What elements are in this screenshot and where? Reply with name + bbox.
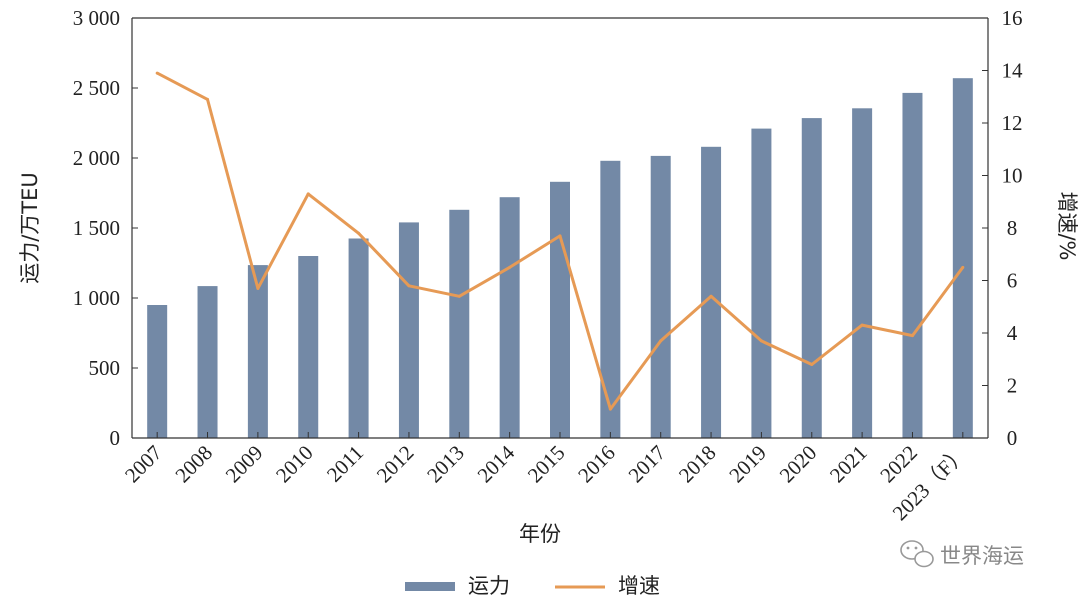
line-point: [457, 294, 461, 298]
line-point: [961, 265, 965, 269]
y-tick-label: 2 500: [73, 76, 120, 100]
x-tick-label: 2016: [573, 441, 620, 488]
bar-series: [147, 78, 973, 439]
watermark: 世界海运: [900, 540, 1024, 568]
bar: [398, 222, 419, 438]
line-point: [407, 284, 411, 288]
bar: [550, 181, 570, 439]
y2-tick-label: 12: [1002, 111, 1023, 135]
line-point: [558, 234, 562, 238]
x-tick-label: 2013: [422, 441, 469, 488]
bar: [852, 108, 873, 439]
bar: [701, 146, 722, 439]
y-tick-label: 1 000: [73, 286, 120, 310]
bar: [902, 92, 923, 439]
line-point: [910, 334, 914, 338]
legend-label-bar: 运力: [468, 574, 510, 598]
legend-label-line: 增速: [618, 574, 660, 598]
bar: [449, 209, 470, 438]
bar: [348, 238, 369, 438]
x-tick-label: 2011: [322, 441, 368, 487]
x-tick-label: 2017: [624, 441, 671, 488]
bar: [298, 256, 319, 438]
y-axis-title: 运力/万TEU: [18, 172, 42, 284]
bar: [801, 118, 822, 438]
x-tick-label: 2021: [825, 441, 872, 488]
y2-tick-label: 8: [1007, 216, 1018, 240]
line-point: [256, 286, 260, 290]
x-tick-label: 2012: [372, 441, 419, 488]
watermark-text: 世界海运: [940, 544, 1024, 568]
y-tick-label: 2 000: [73, 146, 120, 170]
legend-swatch-bar: [405, 582, 455, 591]
line-point: [659, 339, 663, 343]
axes: [131, 17, 989, 439]
y2-tick-label: 16: [1002, 6, 1023, 30]
line-point: [306, 192, 310, 196]
line-point: [206, 97, 210, 101]
bar: [247, 265, 268, 438]
y-tick-labels: 0 500 1 000 1 500 2 000 2 500 3 000: [73, 6, 120, 450]
y2-tick-label: 14: [1002, 59, 1024, 83]
line-series: [155, 71, 965, 411]
line-point: [508, 265, 512, 269]
y-tick-label: 3 000: [73, 6, 120, 30]
y2-tick-label: 0: [1007, 426, 1018, 450]
y-tick-label: 1 500: [73, 216, 120, 240]
y2-tick-label: 6: [1007, 269, 1018, 293]
y2-tick-label: 10: [1002, 164, 1023, 188]
bar: [147, 305, 168, 438]
y2-tick-label: 2: [1007, 374, 1018, 398]
bar: [600, 160, 621, 439]
bar: [499, 197, 520, 438]
bar: [650, 155, 671, 438]
x-tick-label: 2018: [674, 441, 721, 488]
line-point: [709, 294, 713, 298]
line-point: [860, 323, 864, 327]
line-point: [155, 71, 159, 75]
x-tick-label: 2007: [120, 441, 167, 488]
x-tick-label: 2020: [775, 441, 822, 488]
bar: [751, 128, 772, 438]
bar: [952, 78, 973, 438]
x-tick-label: 2009: [221, 441, 268, 488]
bar: [197, 286, 218, 438]
wechat-icon: [900, 540, 934, 568]
y-tick-label: 500: [89, 356, 121, 380]
legend: 运力 增速: [405, 574, 660, 598]
y-tick-label: 0: [110, 426, 121, 450]
y2-tick-labels: 0 2 4 6 8 10 12 14 16: [1002, 6, 1024, 450]
x-tick-label: 2010: [271, 441, 318, 488]
y2-tick-label: 4: [1007, 321, 1018, 345]
x-tick-label: 2014: [473, 440, 520, 487]
line-point: [759, 339, 763, 343]
line-point: [357, 231, 361, 235]
x-tick-label: 2019: [724, 441, 771, 488]
x-tick-label: 2008: [170, 441, 217, 488]
x-axis-title: 年份: [519, 522, 561, 546]
line-point: [810, 363, 814, 366]
line-point: [608, 407, 612, 411]
x-tick-labels: 2007 2008 2009 2010 2011 2012 2013 2014 2015 2016…: [120, 440, 972, 525]
y2-axis-title: 增速/%: [1055, 191, 1079, 260]
x-tick-label: 2015: [523, 441, 570, 488]
